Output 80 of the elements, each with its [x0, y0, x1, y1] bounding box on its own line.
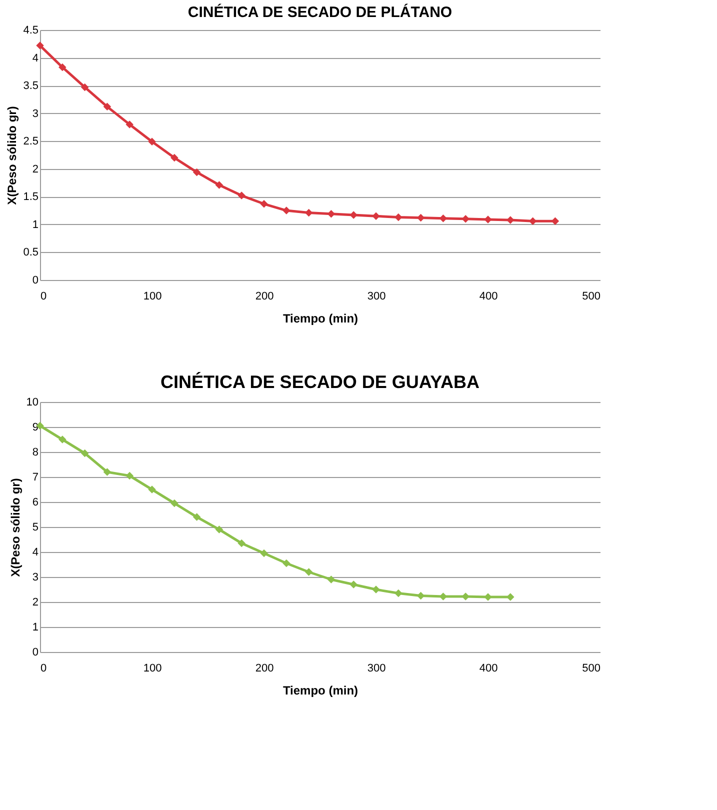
point [350, 580, 358, 588]
x-tick-label: 300 [367, 290, 386, 302]
point [327, 576, 336, 584]
x-axis-title: Tiempo (min) [282, 684, 358, 698]
point [260, 200, 268, 208]
y-tick-label: 2 [32, 596, 38, 608]
point [551, 217, 560, 225]
point [282, 206, 290, 214]
y-tick-label: 5 [32, 522, 38, 534]
x-axis-title: Tiempo (min) [282, 312, 358, 326]
point [484, 593, 492, 601]
chart-title: CINÉTICA DE SECADO DE PLÁTANO [188, 3, 452, 21]
y-tick-label: 4 [32, 52, 38, 64]
x-tick-label: 100 [143, 662, 162, 674]
x-tick-label: 400 [479, 290, 498, 302]
chart-title: CINÉTICA DE SECADO DE GUAYABA [160, 372, 480, 392]
point [462, 592, 470, 600]
y-tick-label: 2.5 [23, 136, 38, 148]
x-tick-label: 200 [255, 290, 274, 302]
y-tick-label: 1 [32, 218, 38, 231]
point [394, 589, 402, 598]
point [282, 559, 290, 568]
point [126, 472, 134, 480]
point [148, 486, 156, 494]
point [506, 216, 514, 224]
point [148, 138, 156, 146]
y-tick-label: 3.5 [23, 80, 38, 92]
point [372, 586, 380, 594]
point [484, 216, 492, 224]
point [58, 63, 66, 72]
point [192, 168, 201, 176]
x-tick-label: 500 [582, 662, 600, 674]
x-tick-label: 100 [143, 290, 162, 302]
y-tick-label: 8 [32, 446, 38, 458]
point [238, 539, 246, 548]
y-tick-label: 3 [32, 572, 38, 584]
x-tick-label: 400 [479, 662, 498, 674]
y-tick-label: 0 [32, 274, 38, 286]
point [528, 217, 537, 225]
y-tick-label: 7 [32, 472, 38, 484]
point [170, 154, 178, 162]
point [462, 215, 470, 223]
y-axis-title: X(Peso sólido gr) [5, 106, 20, 205]
y-tick-label: 3 [32, 108, 38, 120]
point [304, 568, 313, 576]
point [416, 592, 425, 600]
x-tick-label: 300 [367, 662, 386, 674]
point [170, 499, 178, 508]
x-tick-label: 500 [582, 290, 600, 302]
y-tick-label: 1.5 [23, 191, 38, 204]
point [103, 102, 112, 111]
y-axis-title: X(Peso sólido gr) [8, 478, 22, 577]
point [215, 181, 224, 189]
point [103, 468, 112, 476]
y-tick-label: 10 [26, 396, 38, 408]
point [80, 449, 89, 458]
y-tick-label: 1 [32, 622, 38, 634]
point [506, 593, 514, 601]
x-tick-label: 200 [255, 662, 274, 674]
x-tick-label: 0 [40, 290, 47, 302]
y-tick-label: 2 [32, 163, 38, 176]
point [126, 120, 134, 128]
point [416, 214, 425, 222]
y-tick-label: 0.5 [23, 246, 38, 259]
point [372, 212, 380, 220]
point [80, 83, 89, 92]
point [58, 436, 66, 444]
point [238, 192, 246, 200]
point [260, 549, 268, 558]
point [215, 526, 224, 534]
point [394, 213, 402, 222]
point [36, 42, 44, 50]
y-tick-label: 6 [32, 496, 38, 508]
y-tick-label: 4.5 [23, 24, 38, 36]
point [192, 513, 201, 521]
x-tick-label: 0 [40, 662, 47, 674]
y-tick-label: 0 [32, 646, 38, 658]
y-tick-label: 4 [32, 546, 38, 558]
point [350, 211, 358, 219]
point [304, 208, 313, 217]
